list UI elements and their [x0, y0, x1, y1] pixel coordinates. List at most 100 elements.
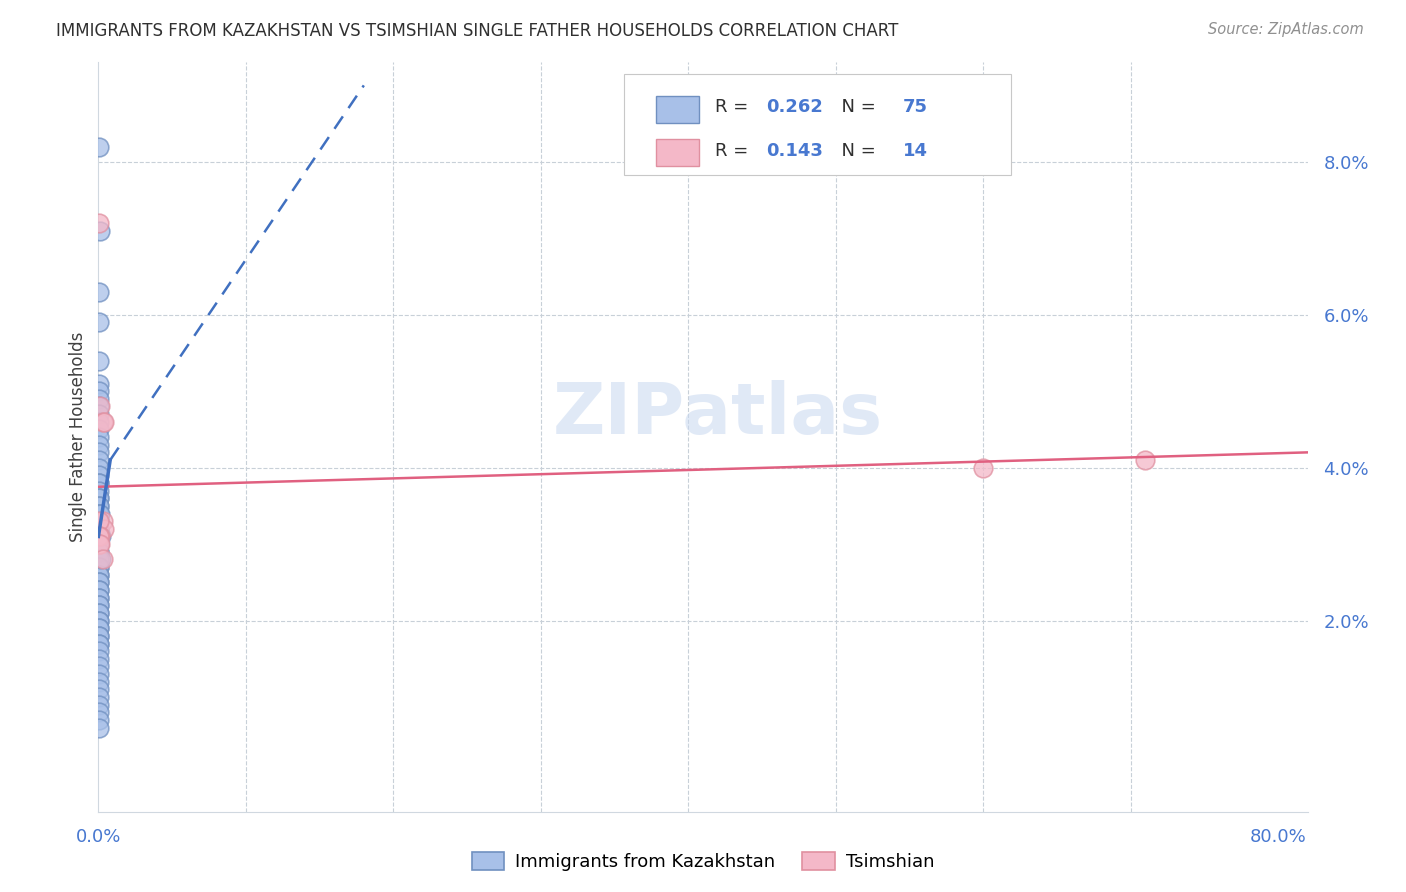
Point: [93, 415, 115, 429]
Point: [87, 552, 110, 566]
Point: [87, 706, 110, 720]
Y-axis label: Single Father Households: Single Father Households: [69, 332, 87, 542]
Point: [89, 468, 111, 483]
Point: [89, 582, 111, 597]
Point: [89, 567, 111, 582]
Point: [89, 522, 111, 536]
Point: [87, 353, 110, 368]
Point: [89, 629, 111, 643]
Point: [87, 575, 110, 590]
Point: [87, 460, 110, 475]
Point: [87, 453, 110, 467]
Point: [89, 575, 111, 590]
Point: [89, 315, 111, 329]
Point: [87, 514, 110, 528]
Text: 75: 75: [903, 98, 928, 116]
Point: [89, 591, 111, 605]
Point: [87, 667, 110, 681]
Point: [87, 507, 110, 521]
Point: [87, 652, 110, 666]
Point: [89, 422, 111, 436]
Point: [87, 567, 110, 582]
Point: [89, 682, 111, 697]
Point: [87, 560, 110, 574]
Point: [91, 415, 114, 429]
Point: [89, 507, 111, 521]
Point: [87, 139, 110, 153]
Point: [87, 599, 110, 613]
Point: [87, 599, 110, 613]
Point: [89, 499, 111, 513]
Point: [87, 491, 110, 506]
Point: [87, 629, 110, 643]
Point: [87, 529, 110, 543]
Point: [87, 674, 110, 689]
Point: [87, 582, 110, 597]
Point: [87, 529, 110, 543]
Point: [87, 545, 110, 559]
Point: [87, 690, 110, 704]
Text: R =: R =: [716, 142, 754, 160]
Point: [91, 552, 114, 566]
Point: [87, 529, 110, 543]
Point: [87, 430, 110, 444]
Point: [89, 537, 111, 551]
Point: [89, 614, 111, 628]
Point: [89, 606, 111, 620]
Point: [87, 514, 110, 528]
Point: [89, 491, 111, 506]
Point: [89, 552, 111, 566]
Point: [89, 400, 111, 414]
Text: N =: N =: [830, 98, 882, 116]
Point: [89, 514, 111, 528]
Point: [89, 522, 111, 536]
Point: [87, 392, 110, 406]
Point: [87, 636, 110, 650]
Point: [89, 529, 111, 543]
Point: [91, 514, 114, 528]
Point: [87, 407, 110, 421]
Point: [87, 713, 110, 727]
Point: [1135, 453, 1157, 467]
Point: [87, 606, 110, 620]
Point: [972, 460, 994, 475]
Point: [89, 507, 111, 521]
Text: 0.143: 0.143: [766, 142, 823, 160]
Point: [87, 475, 110, 490]
Point: [87, 384, 110, 399]
Point: [87, 285, 110, 299]
FancyBboxPatch shape: [655, 96, 699, 123]
Point: [87, 415, 110, 429]
Point: [89, 644, 111, 658]
Point: [89, 698, 111, 712]
Point: [87, 621, 110, 635]
Point: [89, 721, 111, 735]
Point: [87, 591, 110, 605]
Point: [87, 614, 110, 628]
Text: IMMIGRANTS FROM KAZAKHSTAN VS TSIMSHIAN SINGLE FATHER HOUSEHOLDS CORRELATION CHA: IMMIGRANTS FROM KAZAKHSTAN VS TSIMSHIAN …: [56, 22, 898, 40]
Point: [87, 537, 110, 551]
Point: [89, 224, 111, 238]
Point: [87, 499, 110, 513]
Text: Source: ZipAtlas.com: Source: ZipAtlas.com: [1208, 22, 1364, 37]
Point: [87, 475, 110, 490]
Text: R =: R =: [716, 98, 754, 116]
Point: [90, 529, 112, 543]
Text: 14: 14: [903, 142, 928, 160]
FancyBboxPatch shape: [655, 139, 699, 166]
Point: [89, 537, 111, 551]
Point: [87, 560, 110, 574]
Point: [89, 537, 111, 551]
Point: [89, 621, 111, 635]
Point: [93, 522, 115, 536]
FancyBboxPatch shape: [624, 74, 1011, 175]
Point: [89, 545, 111, 559]
Point: [89, 659, 111, 673]
Point: [90, 552, 112, 566]
Point: [89, 376, 111, 391]
Point: [89, 400, 111, 414]
Text: N =: N =: [830, 142, 882, 160]
Point: [89, 445, 111, 459]
Point: [89, 438, 111, 452]
Point: [87, 636, 110, 650]
